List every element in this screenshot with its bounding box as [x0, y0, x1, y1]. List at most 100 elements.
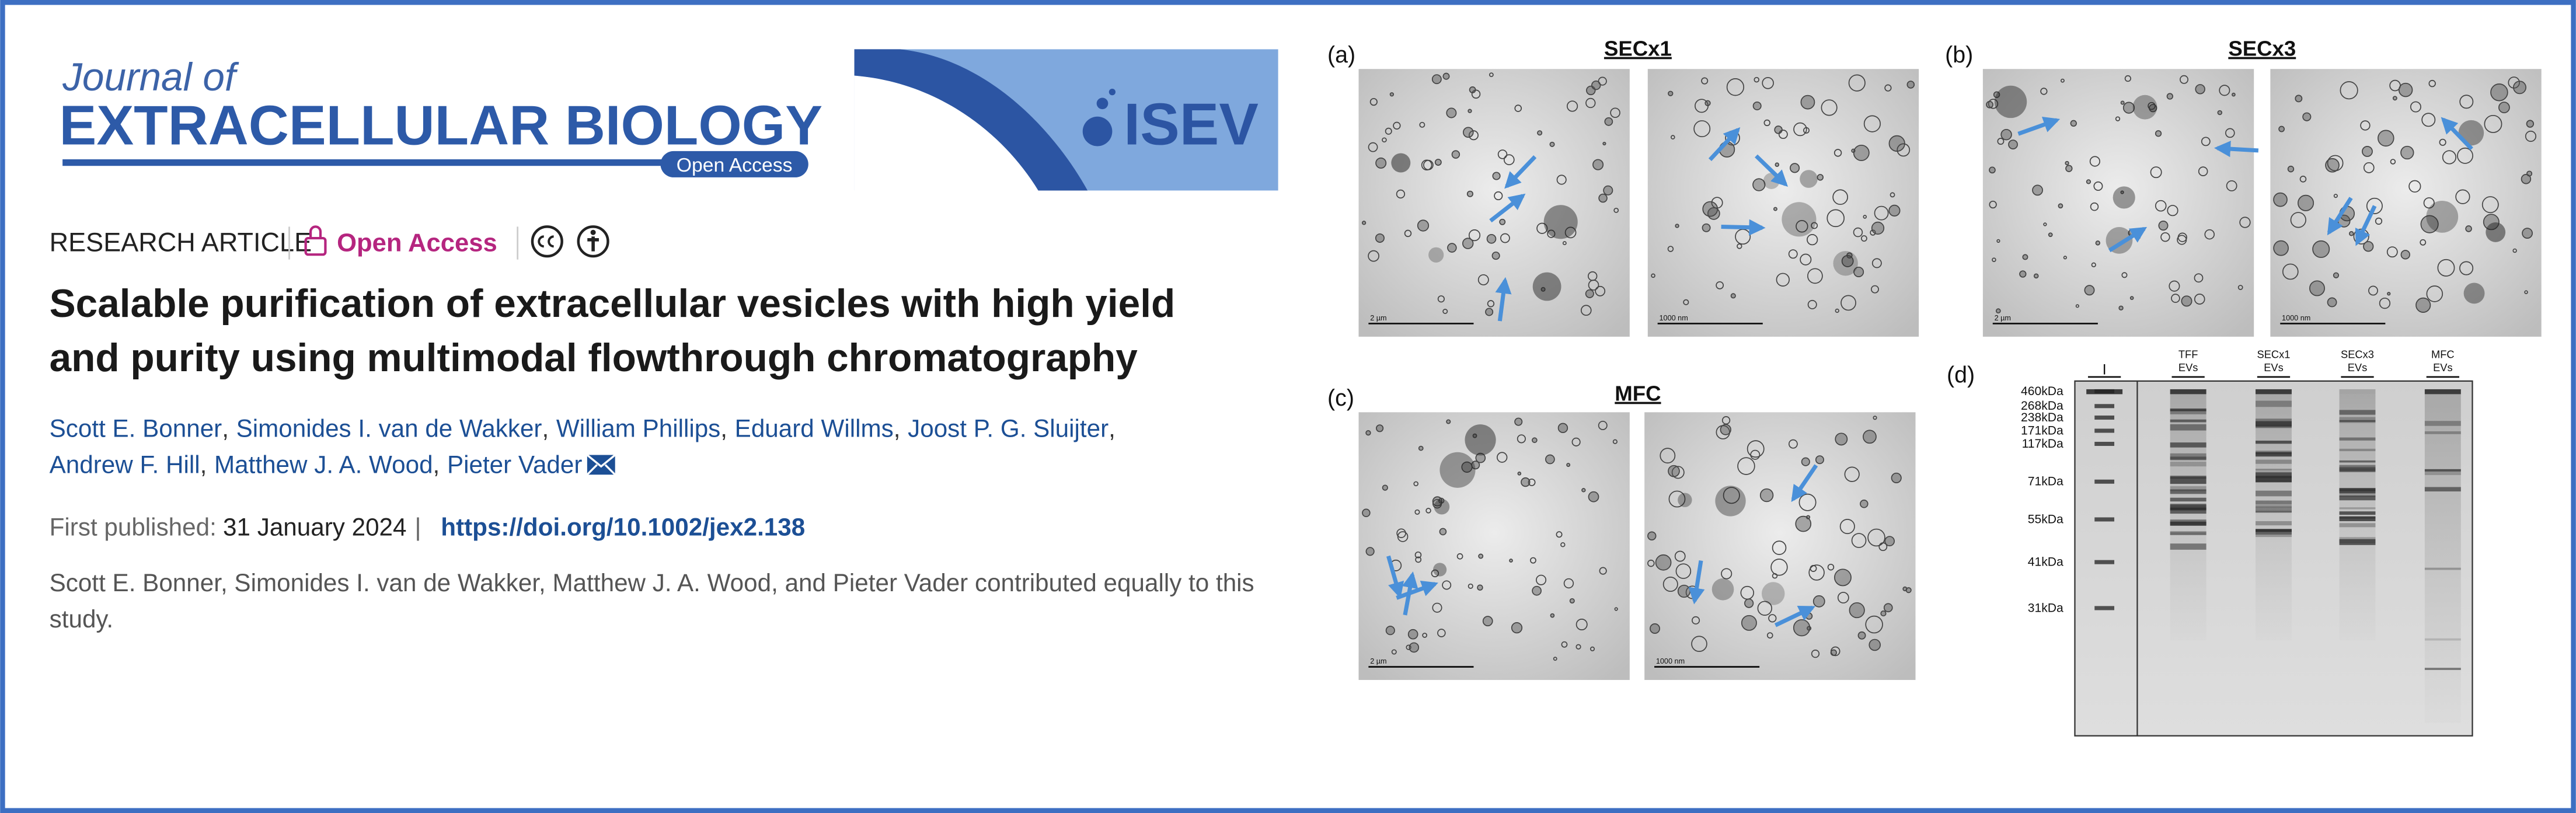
- vesicle: [2387, 292, 2391, 296]
- doi-link[interactable]: https://doi.org/10.1002/jex2.138: [441, 513, 805, 540]
- protein-band: [2256, 521, 2292, 526]
- author-link[interactable]: Joost P. G. Sluijter: [908, 415, 1109, 442]
- debris: [1800, 170, 1818, 188]
- lane-label: TFF: [2178, 348, 2198, 360]
- protein-band: [2170, 453, 2206, 460]
- vesicle: [2000, 128, 2012, 141]
- vesicle: [1362, 221, 1367, 225]
- vesicle: [2217, 110, 2222, 116]
- vesicle: [1726, 78, 1745, 96]
- vesicle: [2273, 240, 2289, 256]
- vesicle: [2090, 202, 2099, 211]
- vesicle: [1675, 563, 1692, 579]
- vesicle: [2378, 130, 2394, 147]
- well-band: [2170, 389, 2206, 395]
- protein-band: [2170, 477, 2206, 484]
- vesicle: [1692, 616, 1700, 624]
- vesicle: [1414, 509, 1420, 515]
- vesicle: [2115, 116, 2121, 121]
- protein-band: [2256, 472, 2292, 479]
- author-link[interactable]: William Phillips: [556, 415, 720, 442]
- vesicle: [2043, 222, 2047, 226]
- micrograph-bg: [1644, 412, 1916, 681]
- vesicle: [2524, 290, 2528, 294]
- micrograph-bg: [1982, 69, 2254, 337]
- protein-band: [2339, 465, 2376, 472]
- protein-band: [2170, 489, 2206, 494]
- scale-bar-label: 1000 nm: [1656, 657, 1685, 665]
- protein-band: [2339, 511, 2376, 515]
- vesicle: [1798, 493, 1817, 511]
- author-separator: ,: [542, 415, 549, 442]
- vesicle: [1588, 491, 1599, 503]
- vesicle: [2237, 285, 2243, 290]
- vesicle: [2312, 240, 2330, 258]
- scale-bar-label: 1000 nm: [1659, 314, 1688, 322]
- vesicle: [1451, 150, 1460, 159]
- vesicle: [2363, 162, 2375, 173]
- vesicle: [1772, 573, 1778, 579]
- protein-band: [2170, 504, 2206, 510]
- protein-band: [2339, 460, 2376, 463]
- vesicle: [2340, 81, 2358, 100]
- vesicle: [1848, 74, 1866, 92]
- vesicle: [1509, 559, 1513, 563]
- vesicle: [2455, 189, 2470, 204]
- vesicle: [1796, 220, 1808, 233]
- author-link[interactable]: Simonides I. van de Wakker: [236, 415, 542, 442]
- figure-panel: (c) MFC 2 µm 1000 nm: [1327, 382, 1916, 681]
- protein-band: [2256, 469, 2292, 471]
- vesicle: [1446, 107, 1457, 118]
- vesicle: [1447, 243, 1457, 253]
- arrow: [1495, 277, 1512, 322]
- vesicle: [2295, 95, 2303, 103]
- author-link[interactable]: Andrew F. Hill: [50, 451, 200, 478]
- protein-band: [2256, 490, 2292, 497]
- vesicle: [2198, 166, 2208, 176]
- vesicle: [1670, 135, 1675, 139]
- debris: [1532, 272, 1561, 301]
- vesicle: [1439, 528, 1447, 536]
- vesicle: [1468, 130, 1479, 141]
- vesicle: [1421, 159, 1432, 171]
- vesicle: [1547, 229, 1556, 238]
- vesicle: [2410, 101, 2421, 113]
- vesicle: [1463, 127, 1474, 138]
- vesicle: [2063, 256, 2067, 260]
- vesicle: [2019, 270, 2027, 278]
- author-separator: ,: [200, 451, 207, 478]
- vesicle: [1807, 299, 1817, 309]
- vesicle: [1376, 424, 1384, 432]
- vesicle: [1404, 229, 1412, 238]
- vesicle: [1723, 487, 1740, 504]
- author-link[interactable]: Eduard Willms: [735, 415, 894, 442]
- author-link[interactable]: Scott E. Bonner: [50, 415, 222, 442]
- vesicle: [2194, 294, 2205, 305]
- vesicle: [2120, 190, 2124, 194]
- author-link[interactable]: Pieter Vader: [447, 451, 582, 478]
- vesicle: [1532, 585, 1542, 596]
- vesicle: [2065, 160, 2069, 166]
- marker-label: 268kDa: [2021, 399, 2063, 413]
- vesicle: [2158, 221, 2169, 231]
- vesicle: [2420, 215, 2439, 233]
- author-separator: ,: [433, 451, 440, 478]
- vesicle: [1805, 612, 1813, 620]
- marker-label: 55kDa: [2028, 512, 2063, 526]
- micrograph-bg: [2270, 69, 2542, 337]
- arrow: [1791, 464, 1818, 503]
- vesicle: [1415, 556, 1422, 563]
- license-icons: [531, 225, 609, 258]
- debris: [1711, 578, 1734, 601]
- vesicle: [1409, 642, 1420, 653]
- logo-badge-text: Open Access: [677, 154, 793, 176]
- vesicle: [2058, 203, 2063, 209]
- vesicle: [2400, 250, 2410, 260]
- vesicle: [2459, 261, 2474, 275]
- vesicle: [1564, 226, 1577, 239]
- vesicle: [2379, 297, 2391, 309]
- marker-label: 238kDa: [2021, 411, 2063, 424]
- email-icon[interactable]: [586, 454, 616, 476]
- author-separator: ,: [222, 415, 229, 442]
- author-link[interactable]: Matthew J. A. Wood: [214, 451, 433, 478]
